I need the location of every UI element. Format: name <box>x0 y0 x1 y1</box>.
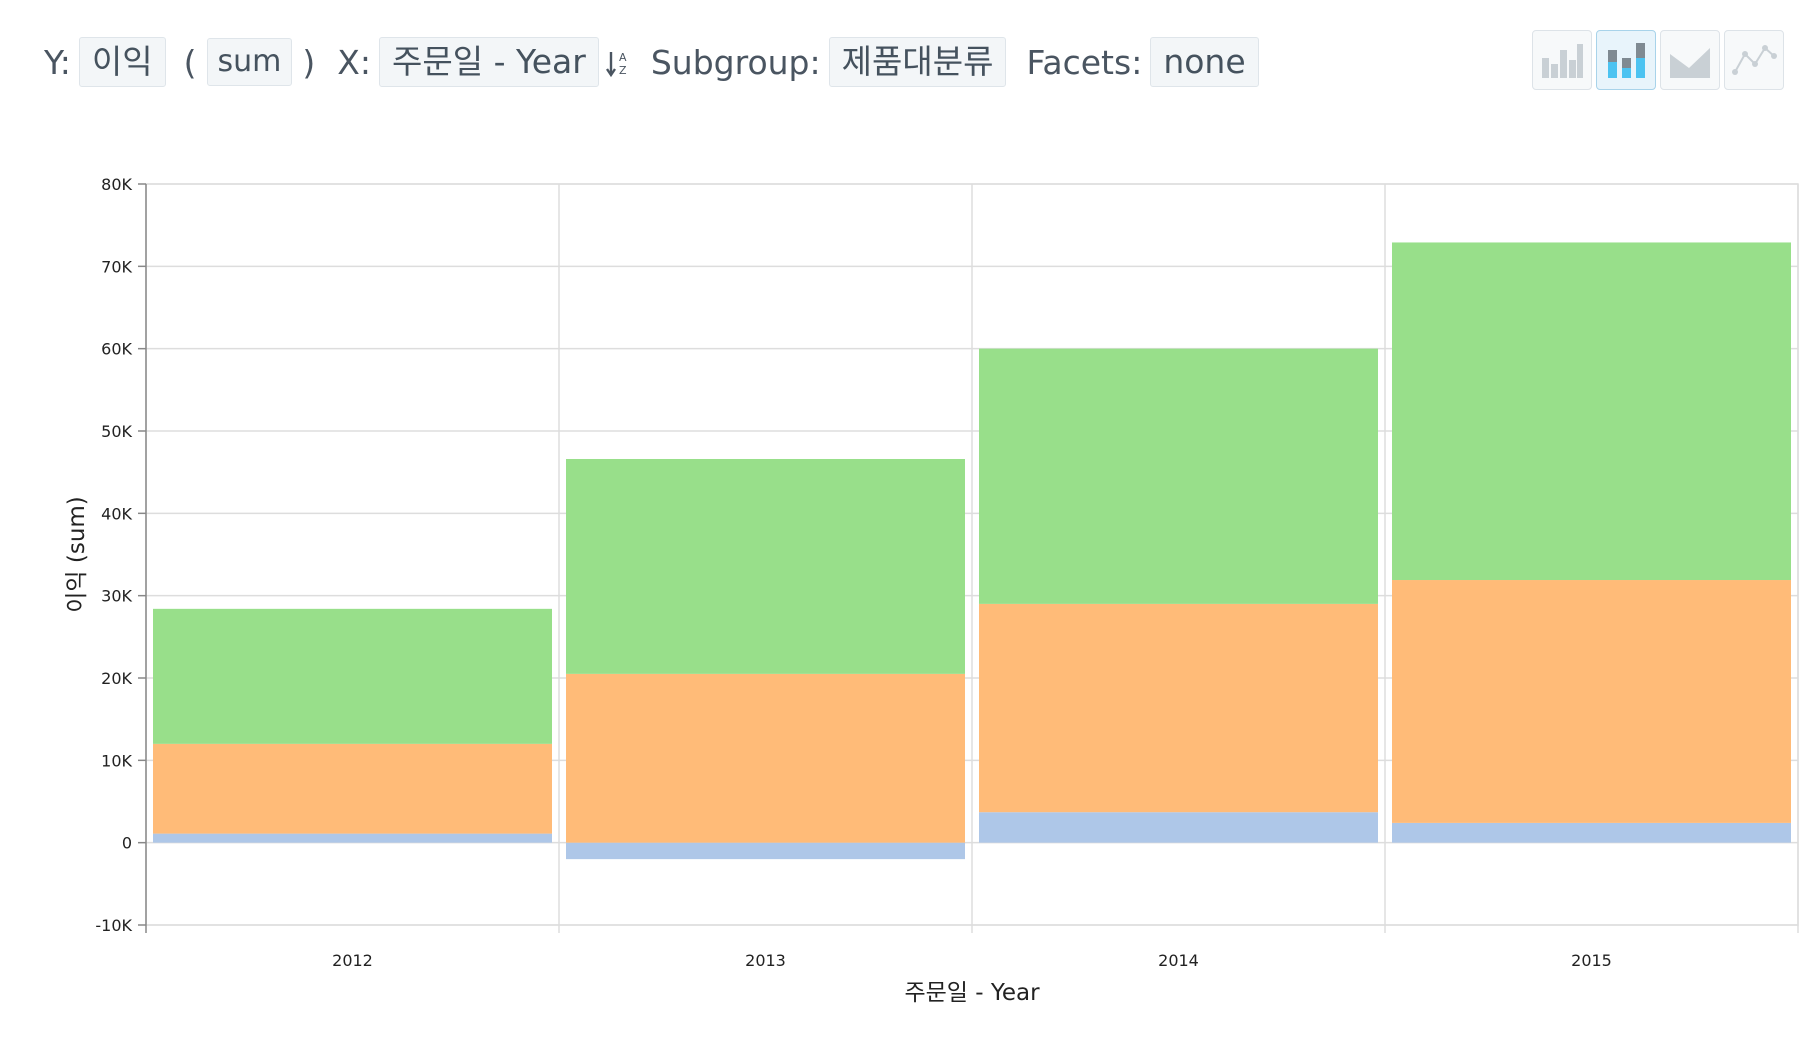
y-tick-label: 40K <box>101 504 132 523</box>
facets-label: Facets: <box>1026 42 1143 82</box>
bar-segment-2013-s2[interactable] <box>566 673 965 843</box>
chart-type-selector <box>1532 30 1784 90</box>
x-tick-label: 2015 <box>1571 951 1612 970</box>
svg-text:A: A <box>619 51 627 64</box>
y-tick-label: 0 <box>122 834 132 853</box>
facets-field-pill[interactable]: none <box>1150 37 1259 87</box>
area-chart-icon <box>1670 48 1710 78</box>
bar-chart-button[interactable] <box>1532 30 1592 90</box>
x-axis-label: X: <box>337 42 371 82</box>
y-field-pill[interactable]: 이익 <box>78 37 166 87</box>
bar-layer <box>153 242 1791 860</box>
line-chart-icon <box>1732 45 1777 75</box>
chart-config-toolbar: Y: 이익 ( sum ) X: 주문일 - Year A Z Subgroup… <box>44 36 1273 88</box>
bar-segment-2015-s2[interactable] <box>1392 580 1791 823</box>
subgroup-field-pill[interactable]: 제품대분류 <box>828 37 1007 87</box>
y-tick-label: 60K <box>101 340 132 359</box>
bar-segment-2014-s3[interactable] <box>979 348 1378 604</box>
stacked-bar-chart-button[interactable] <box>1596 30 1656 90</box>
y-tick-label: 30K <box>101 587 132 606</box>
bar-segment-2015-s3[interactable] <box>1392 242 1791 581</box>
agg-close-paren: ) <box>302 42 316 82</box>
bar-segment-2012-s3[interactable] <box>153 608 552 744</box>
y-axis-label: Y: <box>44 42 71 82</box>
x-tick-label: 2014 <box>1158 951 1199 970</box>
y-tick-label: 10K <box>101 751 132 770</box>
aggregation-pill[interactable]: sum <box>206 38 293 86</box>
bar-segment-2012-s2[interactable] <box>153 743 552 834</box>
y-tick-label: 70K <box>101 257 132 276</box>
sort-alpha-icon[interactable]: A Z <box>605 42 633 82</box>
x-field-pill[interactable]: 주문일 - Year <box>379 37 599 87</box>
line-chart-button[interactable] <box>1724 30 1784 90</box>
x-tick-label: 2012 <box>332 951 373 970</box>
bar-chart-icon <box>1542 44 1583 78</box>
y-tick-label: 50K <box>101 422 132 441</box>
y-tick-label: 20K <box>101 669 132 688</box>
stacked-bar-chart-icon <box>1608 43 1645 78</box>
y-axis-title: 이익 (sum) <box>64 496 90 613</box>
bar-segment-2014-s2[interactable] <box>979 603 1378 813</box>
axis-layer: -10K 0 10K 20K 30K 40K 50K 60K 70K 80K 2012 2013 201… <box>95 175 1611 970</box>
bar-segment-2014-s1[interactable] <box>979 812 1378 843</box>
svg-text:Z: Z <box>619 64 627 77</box>
bar-segment-2013-s3[interactable] <box>566 458 965 674</box>
bar-segment-2015-s1[interactable] <box>1392 822 1791 843</box>
agg-open-paren: ( <box>183 42 197 82</box>
bar-segment-2013-s1[interactable] <box>566 842 965 860</box>
y-tick-label: 80K <box>101 175 132 194</box>
area-chart-button[interactable] <box>1660 30 1720 90</box>
y-tick-label: -10K <box>95 916 132 935</box>
bar-segment-2012-s1[interactable] <box>153 833 552 843</box>
x-tick-label: 2013 <box>745 951 786 970</box>
subgroup-label: Subgroup: <box>650 42 821 82</box>
x-axis-title: 주문일 - Year <box>904 980 1040 1006</box>
